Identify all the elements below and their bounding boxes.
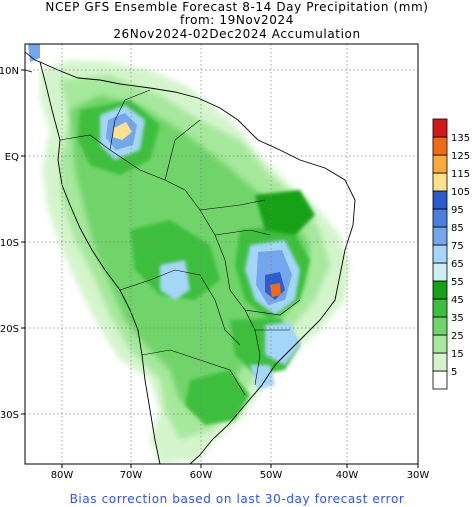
legend-color-box — [432, 190, 448, 210]
legend-level-label: 35 — [451, 313, 464, 324]
country-border — [119, 269, 246, 396]
color-legend: 5 15 25 35 45 55 65 75 85 95 105 115 125 135 — [432, 118, 470, 390]
legend-color-box — [432, 154, 448, 174]
legend-color-box — [432, 334, 448, 354]
tick-marks — [21, 69, 419, 468]
precip-45-55-patch — [255, 190, 315, 235]
accumulation-period: 26Nov2024-02Dec2024 Accumulation — [113, 27, 361, 41]
latitude-labels: 10N EQ 10S 20S 30S — [0, 66, 19, 421]
precip-max-south — [250, 365, 275, 390]
lat-label: 10N — [0, 66, 19, 77]
map-field — [25, 44, 418, 464]
precip-35-45-patch — [185, 370, 250, 425]
legend-color-box — [432, 118, 448, 138]
lon-label: 80W — [51, 470, 74, 481]
legend-color-box — [432, 172, 448, 192]
country-border — [109, 89, 266, 211]
lon-label: 40W — [336, 470, 359, 481]
lat-label: 20S — [0, 324, 19, 335]
precip-max-southeast — [265, 322, 300, 365]
graticule — [25, 44, 418, 464]
legend-level-label: 55 — [451, 277, 464, 288]
lat-label: 30S — [0, 410, 19, 421]
legend-level-label: 125 — [451, 151, 470, 162]
state-border — [214, 229, 301, 331]
legend-color-box — [432, 280, 448, 300]
legend-color-box — [432, 136, 448, 156]
lon-label: 70W — [120, 470, 143, 481]
legend-color-box — [432, 262, 448, 282]
country-border — [59, 134, 261, 386]
legend-level-label: 95 — [451, 205, 464, 216]
forecast-init-date: from: 19Nov2024 — [179, 13, 294, 27]
legend-level-label: 85 — [451, 223, 464, 234]
legend-color-box — [432, 226, 448, 246]
longitude-labels: 80W 70W 60W 50W 40W 30W — [51, 470, 430, 481]
map-frame — [24, 43, 419, 465]
legend-level-label: 105 — [451, 187, 470, 198]
legend-level-label: 65 — [451, 259, 464, 270]
legend-level-label: 15 — [451, 349, 464, 360]
lon-label: 60W — [190, 470, 213, 481]
legend-color-box — [432, 316, 448, 336]
lat-label: EQ — [5, 152, 19, 163]
legend-level-label: 135 — [451, 133, 470, 144]
coastline-west — [39, 61, 161, 464]
precip-max-caribbean — [28, 44, 40, 62]
legend-level-label: 75 — [451, 241, 464, 252]
precip-max-bolivia — [160, 260, 190, 300]
lon-label: 30W — [407, 470, 430, 481]
precip-35-45-patch — [130, 220, 220, 300]
bias-correction-note: Bias correction based on last 30-day for… — [69, 492, 405, 506]
legend-color-box — [432, 244, 448, 264]
legend-color-box — [432, 298, 448, 318]
legend-level-label: 45 — [451, 295, 464, 306]
precip-peak-central — [270, 283, 281, 297]
coastline-east — [39, 61, 356, 464]
legend-color-box — [432, 370, 448, 390]
lon-label: 50W — [260, 470, 283, 481]
legend-level-label: 25 — [451, 331, 464, 342]
legend-color-box — [432, 208, 448, 228]
precip-peak-northwest — [113, 122, 132, 140]
legend-level-label: 5 — [451, 367, 457, 378]
map-title: NCEP GFS Ensemble Forecast 8-14 Day Prec… — [45, 0, 429, 14]
legend-color-box — [432, 352, 448, 372]
lat-label: 10S — [0, 238, 19, 249]
legend-level-label: 115 — [451, 169, 470, 180]
